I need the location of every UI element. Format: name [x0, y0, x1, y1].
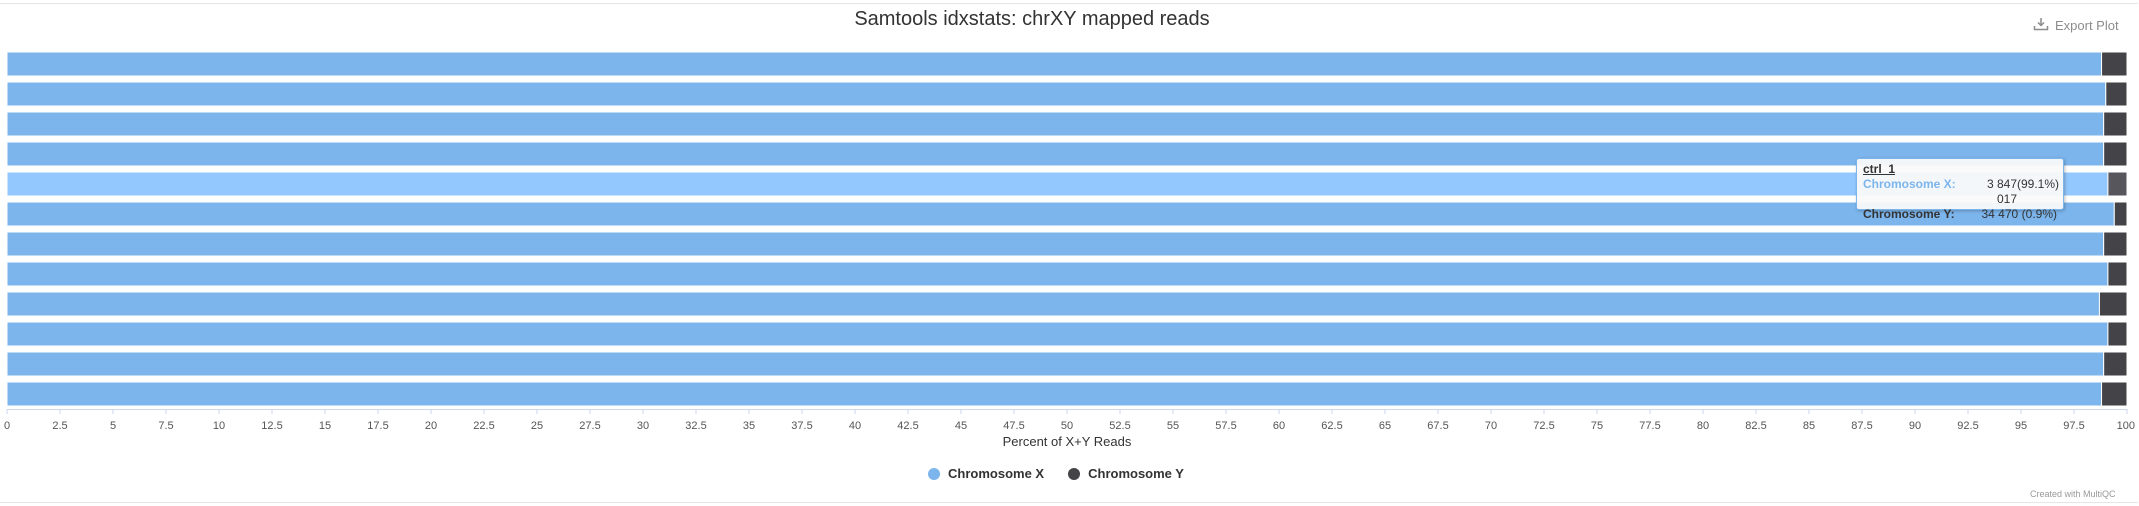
x-tick-label: 62.5	[1321, 420, 1342, 432]
x-tick-label: 30	[637, 420, 649, 432]
chart-title: Samtools idxstats: chrXY mapped reads	[854, 8, 1210, 30]
bar-chromosome-x-7[interactable]	[6, 261, 2109, 287]
x-tick-label: 42.5	[897, 420, 918, 432]
x-tick-label: 45	[955, 420, 967, 432]
legend-label: Chromosome X	[948, 466, 1045, 481]
bar-chromosome-y-1[interactable]	[2105, 81, 2128, 107]
x-tick-label: 25	[531, 420, 543, 432]
tooltip-series-name: Chromosome Y:	[1863, 207, 1955, 221]
x-tick-label: 65	[1379, 420, 1391, 432]
x-tick-label: 2.5	[52, 420, 67, 432]
export-plot-label: Export Plot	[2055, 17, 2119, 33]
bar-chromosome-y-3[interactable]	[2103, 141, 2128, 167]
x-tick-label: 7.5	[158, 420, 173, 432]
bar-chromosome-x-9[interactable]	[6, 321, 2109, 347]
bar-chromosome-y-8[interactable]	[2098, 291, 2128, 317]
bar-chromosome-x-1[interactable]	[6, 81, 2107, 107]
x-tick-label: 17.5	[367, 420, 388, 432]
tooltip-percent: (0.9%)	[2021, 207, 2057, 221]
x-tick-label: 40	[849, 420, 861, 432]
x-tick-label: 67.5	[1427, 420, 1448, 432]
bar-chromosome-x-2[interactable]	[6, 111, 2105, 137]
x-tick-label: 27.5	[579, 420, 600, 432]
bar-chromosome-y-2[interactable]	[2103, 111, 2128, 137]
bar-chromosome-x-5[interactable]	[6, 201, 2115, 227]
x-tick-label: 87.5	[1851, 420, 1872, 432]
bar-chromosome-y-4[interactable]	[2107, 171, 2128, 197]
x-tick-label: 80	[1697, 420, 1709, 432]
bar-chromosome-y-9[interactable]	[2107, 321, 2128, 347]
export-plot-button[interactable]: Export Plot	[2033, 15, 2119, 35]
chart-frame	[0, 3, 2138, 503]
multiqc-credit: Created with MultiQC	[2030, 489, 2116, 499]
legend-item-chromosome-x[interactable]: Chromosome X	[928, 466, 1044, 481]
x-tick-label: 12.5	[261, 420, 282, 432]
x-tick-label: 5	[110, 420, 116, 432]
x-tick-label: 82.5	[1745, 420, 1766, 432]
x-tick-label: 20	[425, 420, 437, 432]
tooltip-row-y: Chromosome Y: 34 470 (0.9%)	[1863, 207, 2057, 222]
x-axis-title: Percent of X+Y Reads	[1003, 434, 1132, 449]
x-tick-label: 77.5	[1639, 420, 1660, 432]
x-axis-ticks: 0 2.5 5 7.5 10 12.5 15 17.5 20 22.5 25 27.5 30 32.5 35…	[4, 409, 2135, 432]
tooltip-row-x: Chromosome X: 3 847 017 (99.1%)	[1863, 177, 2060, 207]
bar-chromosome-x-4[interactable]	[6, 171, 2109, 197]
x-tick-label: 10	[213, 420, 225, 432]
bar-chromosome-y-7[interactable]	[2107, 261, 2128, 287]
bar-chromosome-x-6[interactable]	[6, 231, 2105, 257]
tooltip-value: 3 847 017	[1986, 177, 2017, 206]
legend: Chromosome X Chromosome Y	[0, 466, 2112, 481]
x-tick-label: 47.5	[1003, 420, 1024, 432]
bars-group	[6, 51, 2128, 407]
bar-chromosome-x-10[interactable]	[6, 351, 2105, 377]
x-tick-label: 55	[1167, 420, 1179, 432]
x-tick-label: 85	[1803, 420, 1815, 432]
x-tick-label: 0	[4, 420, 10, 432]
legend-marker-icon	[928, 467, 941, 480]
x-tick-label: 35	[743, 420, 755, 432]
tooltip: ctrl_1 Chromosome X: 3 847 017 (99.1%) C…	[1856, 158, 2064, 221]
x-tick-label: 22.5	[473, 420, 494, 432]
x-tick-label: 92.5	[1957, 420, 1978, 432]
x-tick-label: 70	[1485, 420, 1497, 432]
x-tick-label: 75	[1591, 420, 1603, 432]
x-tick-label: 52.5	[1109, 420, 1130, 432]
x-tick-label: 97.5	[2063, 420, 2084, 432]
x-tick-label: 90	[1909, 420, 1921, 432]
tooltip-value: 34 470	[1981, 207, 2019, 221]
bar-chromosome-y-10[interactable]	[2103, 351, 2128, 377]
bar-chromosome-x-0[interactable]	[6, 51, 2103, 77]
x-tick-label: 32.5	[685, 420, 706, 432]
x-tick-label: 72.5	[1533, 420, 1554, 432]
legend-label: Chromosome Y	[1088, 466, 1184, 481]
bar-chromosome-x-11[interactable]	[6, 381, 2103, 407]
bar-chromosome-y-6[interactable]	[2103, 231, 2128, 257]
bar-chromosome-x-3[interactable]	[6, 141, 2105, 167]
download-icon	[2033, 17, 2049, 34]
x-tick-label: 57.5	[1215, 420, 1236, 432]
bar-chromosome-y-0[interactable]	[2101, 51, 2128, 77]
legend-marker-icon	[1068, 467, 1081, 480]
x-tick-label: 100	[2117, 420, 2135, 432]
tooltip-sample-name: ctrl_1	[1863, 162, 1896, 176]
x-tick-label: 37.5	[791, 420, 812, 432]
bar-chromosome-y-11[interactable]	[2101, 381, 2128, 407]
bar-chromosome-y-5[interactable]	[2113, 201, 2128, 227]
x-tick-label: 60	[1273, 420, 1285, 432]
tooltip-percent: (99.1%)	[2017, 177, 2060, 191]
x-tick-label: 15	[319, 420, 331, 432]
tooltip-series-name: Chromosome X:	[1863, 177, 1956, 191]
legend-item-chromosome-y[interactable]: Chromosome Y	[1068, 466, 1184, 481]
bar-chromosome-x-8[interactable]	[6, 291, 2100, 317]
x-tick-label: 50	[1061, 420, 1073, 432]
x-tick-label: 95	[2015, 420, 2027, 432]
